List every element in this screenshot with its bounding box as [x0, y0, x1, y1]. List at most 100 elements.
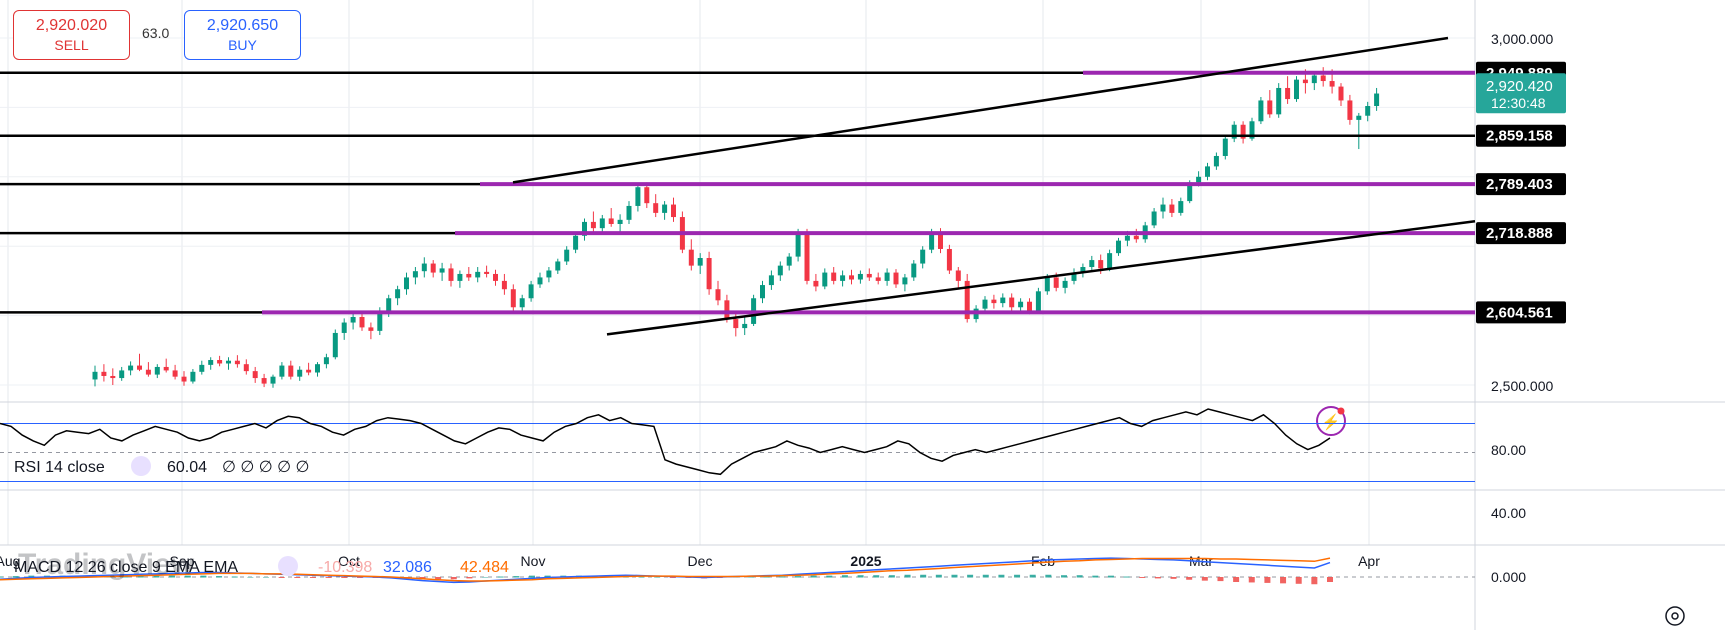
- candle-body: [831, 272, 837, 281]
- macd-histogram-bar: [998, 574, 1005, 578]
- candle-body: [1098, 260, 1104, 269]
- candle-body: [421, 263, 427, 272]
- candle-body: [715, 289, 721, 301]
- alert-badge[interactable]: [1316, 406, 1346, 436]
- rsi-settings-icon[interactable]: [131, 456, 151, 476]
- current-price-label: 2,920.420: [1486, 78, 1553, 95]
- macd-histogram-bar: [1029, 574, 1036, 578]
- candle-body: [128, 365, 134, 371]
- candle-body: [590, 221, 596, 229]
- candle-body: [635, 187, 641, 206]
- macd-histogram-bar: [1139, 577, 1146, 578]
- sell-button[interactable]: 2,920.020 SELL: [13, 10, 130, 60]
- candle-body: [226, 360, 231, 364]
- candle-body: [208, 360, 214, 365]
- candle-body: [546, 270, 552, 278]
- candle-body: [154, 366, 160, 375]
- macd-histogram-bar: [967, 574, 974, 578]
- candle-body: [404, 277, 409, 290]
- candle-body: [671, 204, 676, 218]
- candle-body: [1222, 138, 1228, 156]
- candle-body: [1267, 100, 1273, 115]
- candle-body: [315, 364, 320, 373]
- buy-price: 2,920.650: [206, 17, 279, 34]
- candle-body: [1107, 253, 1113, 269]
- candle-body: [1338, 86, 1344, 101]
- trendline-upper-channel[interactable]: [512, 36, 1449, 184]
- candle-body: [1044, 277, 1050, 292]
- candle-body: [1365, 106, 1371, 116]
- macd-signal-value: 42.484: [460, 559, 509, 576]
- macd-histogram-bar: [1014, 574, 1021, 578]
- candle-body: [243, 364, 249, 372]
- candle-body: [1009, 297, 1015, 308]
- candle-body: [199, 364, 205, 372]
- candle-body: [368, 327, 374, 331]
- candle-body: [1169, 204, 1175, 213]
- candle-body: [377, 310, 383, 331]
- current-price-tag: [1476, 73, 1566, 114]
- candle-body: [1231, 124, 1237, 139]
- candle-body: [1124, 235, 1130, 241]
- settings-gear-icon[interactable]: [1665, 606, 1685, 626]
- spread-value: 63.0: [142, 25, 170, 41]
- macd-histogram-bar: [231, 576, 238, 578]
- candle-body: [1053, 277, 1059, 288]
- macd-signal-line: [0, 557, 1331, 582]
- macd-histogram-bar: [153, 575, 160, 578]
- macd-histogram-bar: [278, 577, 285, 578]
- candle-body: [92, 371, 98, 380]
- macd-histogram-bar: [435, 577, 442, 580]
- candle-body: [1000, 297, 1006, 304]
- sell-price: 2,920.020: [35, 17, 108, 34]
- candle-body: [964, 280, 970, 320]
- candle-body: [1196, 176, 1202, 183]
- macd-histogram-bar: [888, 575, 895, 578]
- level-price-label: 2,604.561: [1486, 304, 1553, 321]
- time-axis-label: 2025: [850, 553, 881, 569]
- candle-body: [332, 332, 338, 358]
- candle-body: [493, 273, 498, 281]
- trendline-lower-channel[interactable]: [606, 219, 1476, 336]
- candle-body: [110, 375, 116, 379]
- candle-body: [795, 232, 801, 257]
- candle-body: [172, 370, 178, 377]
- buy-button[interactable]: 2,920.650 BUY: [184, 10, 301, 60]
- candle-body: [475, 271, 481, 278]
- candle-body: [929, 233, 935, 250]
- candle-body: [697, 257, 703, 266]
- macd-histogram-bar: [1186, 577, 1193, 580]
- candle-body: [555, 261, 561, 271]
- time-axis-label: Nov: [521, 553, 546, 569]
- buy-label: BUY: [228, 37, 257, 53]
- macd-histogram-bar: [1233, 577, 1240, 582]
- candle-body: [1062, 280, 1068, 288]
- time-axis-label: Sep: [170, 553, 195, 569]
- macd-histogram-bar: [857, 575, 864, 578]
- macd-histogram-bar: [1311, 577, 1318, 585]
- macd-histogram-bar: [1092, 575, 1099, 578]
- candle-body: [786, 256, 792, 266]
- macd-histogram-bar: [513, 576, 520, 578]
- candle-body: [359, 316, 365, 328]
- rsi-axis-tick: 80.00: [1491, 442, 1526, 458]
- candle-body: [1027, 301, 1032, 311]
- candle-body: [849, 275, 854, 280]
- candle-body: [1249, 121, 1255, 139]
- candle-body: [1187, 182, 1193, 202]
- candle-body: [323, 357, 329, 365]
- candle-body: [137, 365, 142, 370]
- candle-body: [528, 284, 534, 299]
- macd-histogram-bar: [638, 576, 645, 578]
- macd-histogram-bar: [247, 577, 254, 578]
- macd-settings-icon[interactable]: [278, 556, 298, 576]
- rsi-legend-label: RSI 14 close: [14, 459, 105, 476]
- candle-body: [1213, 155, 1219, 167]
- macd-histogram-bar: [497, 576, 504, 578]
- candle-body: [938, 233, 943, 249]
- price-axis-tick: 2,500.000: [1491, 378, 1553, 394]
- macd-histogram-bar: [294, 577, 301, 578]
